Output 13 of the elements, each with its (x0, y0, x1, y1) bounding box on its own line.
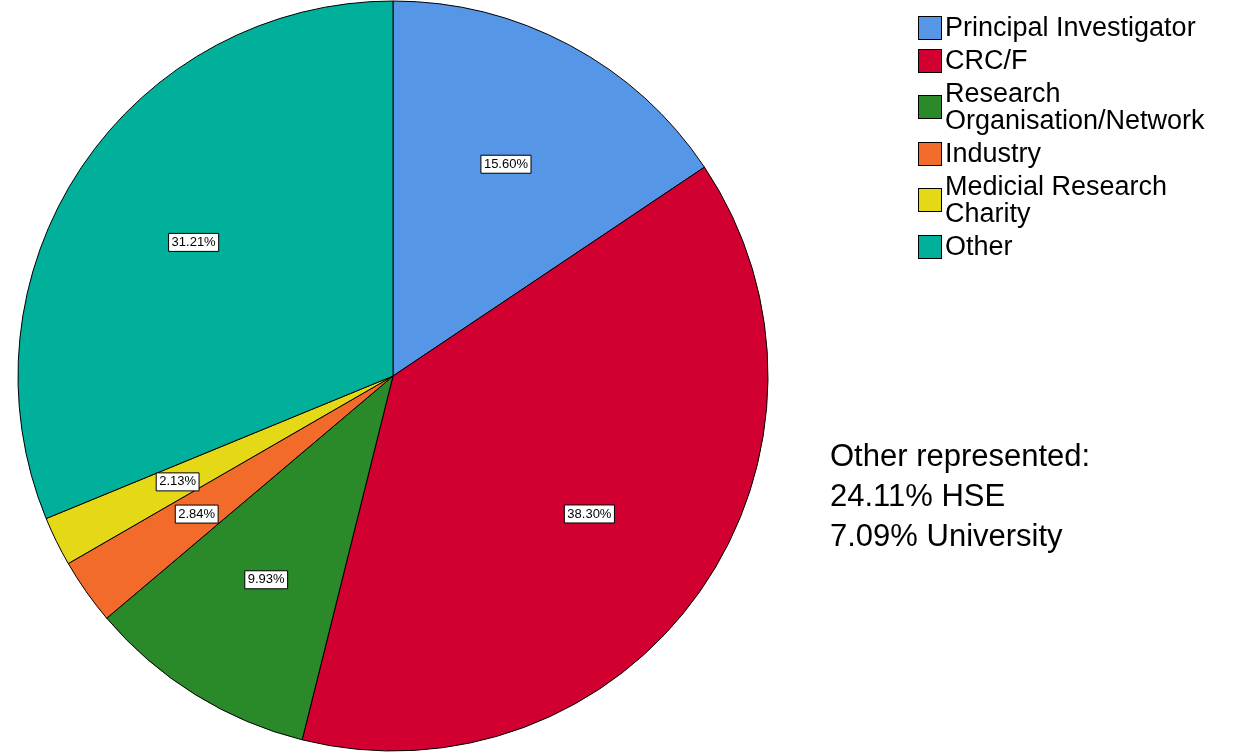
data-label: 31.21% (171, 233, 217, 249)
legend-label: CRC/F (945, 45, 1028, 75)
data-label: 38.30% (567, 505, 612, 521)
legend-label: Research Organisation/Network (945, 78, 1206, 135)
data-label: 15.60% (483, 155, 529, 171)
data-label: 2.84% (178, 505, 216, 521)
data-label: 9.93% (247, 571, 286, 587)
data-label: 2.13% (159, 473, 197, 489)
legend-label: Industry (945, 138, 1042, 168)
text: Other represented: 24.11% HSE 7.09% University (830, 437, 1091, 555)
legend-label: Other (945, 231, 1013, 261)
legend-label: Principal Investigator (945, 12, 1196, 42)
legend-label: Medicial Research Charity (945, 171, 1169, 228)
